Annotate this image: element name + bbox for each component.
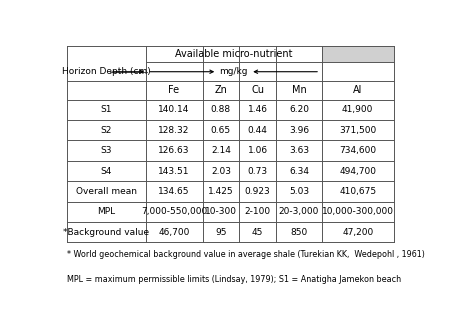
- Text: MPL: MPL: [97, 207, 115, 216]
- Text: 95: 95: [215, 228, 227, 237]
- Text: 134.65: 134.65: [158, 187, 190, 196]
- Text: 7,000-550,000: 7,000-550,000: [141, 207, 207, 216]
- Text: MPL = maximum permissible limits (Lindsay, 1979); S1 = Anatigha Jamekon beach: MPL = maximum permissible limits (Lindsa…: [66, 275, 401, 284]
- Text: Horizon Depth (cm): Horizon Depth (cm): [62, 67, 150, 76]
- Text: 10-300: 10-300: [205, 207, 237, 216]
- Text: Mn: Mn: [292, 85, 306, 95]
- Text: 6.20: 6.20: [289, 105, 309, 114]
- Text: 1.46: 1.46: [247, 105, 268, 114]
- Text: 0.73: 0.73: [247, 167, 268, 176]
- Text: Cu: Cu: [251, 85, 264, 95]
- Text: * World geochemical background value in average shale (Turekian KK,  Wedepohl , : * World geochemical background value in …: [66, 250, 425, 259]
- Text: 3.63: 3.63: [289, 146, 309, 155]
- Text: 410,675: 410,675: [339, 187, 376, 196]
- Text: 0.923: 0.923: [245, 187, 271, 196]
- Text: 143.51: 143.51: [158, 167, 190, 176]
- Text: 2.14: 2.14: [211, 146, 231, 155]
- Bar: [322, 46, 393, 62]
- Text: 1.06: 1.06: [247, 146, 268, 155]
- Text: 126.63: 126.63: [158, 146, 190, 155]
- Text: 0.44: 0.44: [248, 126, 267, 135]
- Text: 20-3,000: 20-3,000: [279, 207, 319, 216]
- Text: 850: 850: [290, 228, 308, 237]
- Text: 41,900: 41,900: [342, 105, 374, 114]
- Text: 128.32: 128.32: [158, 126, 190, 135]
- Text: *Background value: *Background value: [63, 228, 149, 237]
- Text: S1: S1: [100, 105, 112, 114]
- Text: S4: S4: [100, 167, 112, 176]
- Text: 2.03: 2.03: [211, 167, 231, 176]
- Text: 140.14: 140.14: [158, 105, 190, 114]
- Text: 494,700: 494,700: [339, 167, 376, 176]
- Text: 371,500: 371,500: [339, 126, 376, 135]
- Text: Available micro-nutrient: Available micro-nutrient: [175, 49, 292, 59]
- Text: 3.96: 3.96: [289, 126, 309, 135]
- Text: 5.03: 5.03: [289, 187, 309, 196]
- Text: Overall mean: Overall mean: [75, 187, 137, 196]
- Text: S2: S2: [100, 126, 112, 135]
- Text: Al: Al: [353, 85, 363, 95]
- Text: 1.425: 1.425: [208, 187, 234, 196]
- Text: 2-100: 2-100: [245, 207, 271, 216]
- Text: Zn: Zn: [214, 85, 228, 95]
- Text: S3: S3: [100, 146, 112, 155]
- Text: 47,200: 47,200: [342, 228, 374, 237]
- Text: 10,000-300,000: 10,000-300,000: [322, 207, 394, 216]
- Text: mg/kg: mg/kg: [219, 67, 248, 76]
- Text: Fe: Fe: [168, 85, 180, 95]
- Text: 45: 45: [252, 228, 263, 237]
- Text: 0.65: 0.65: [211, 126, 231, 135]
- Text: 734,600: 734,600: [339, 146, 376, 155]
- Text: 46,700: 46,700: [158, 228, 190, 237]
- Text: 0.88: 0.88: [211, 105, 231, 114]
- Text: 6.34: 6.34: [289, 167, 309, 176]
